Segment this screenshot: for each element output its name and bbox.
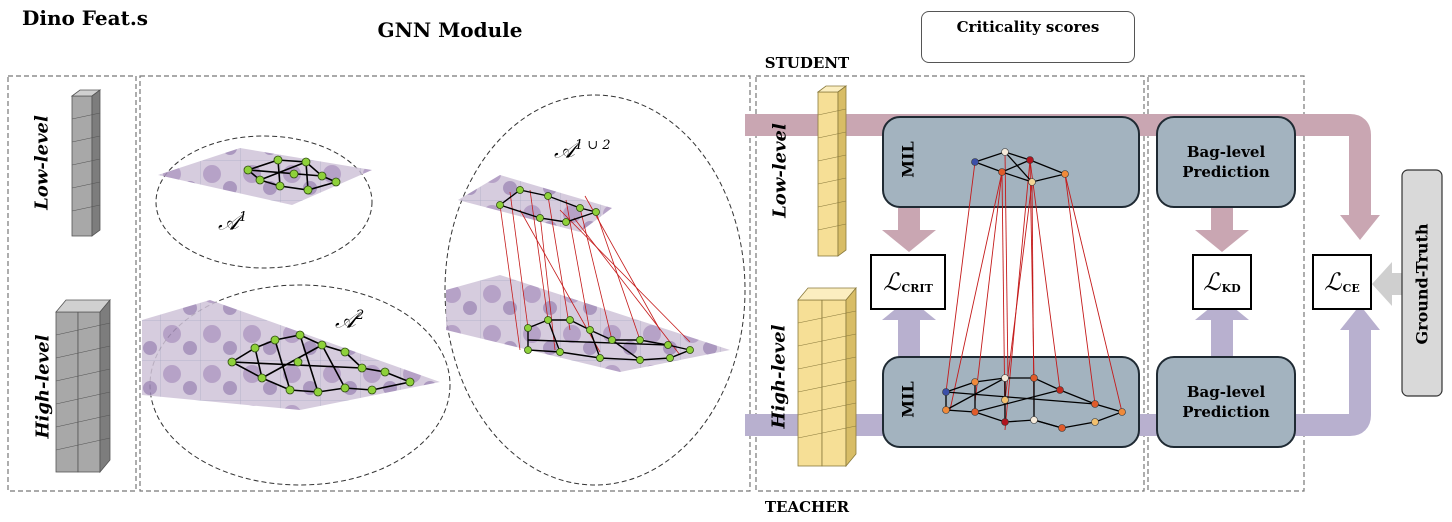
- mil-student-box: [882, 116, 1140, 208]
- student-flow-band: [745, 114, 1371, 215]
- bag-prediction-student-label: Bag-level Prediction: [1182, 143, 1270, 181]
- ground-truth-arrow: [1372, 262, 1392, 306]
- dino-low-level-label: Low-level: [31, 115, 53, 210]
- loss-ce-box: ℒ CE: [1312, 254, 1372, 310]
- student-header: STUDENT: [764, 54, 850, 72]
- student-to-ce-arrow: [1340, 215, 1380, 240]
- gnn-panel: [139, 75, 751, 492]
- prediction-panel: [1147, 75, 1305, 492]
- teacher-high-level-label: High-level: [768, 324, 790, 429]
- criticality-legend: Criticality scores: [921, 11, 1135, 63]
- low-level-cube-stack: [70, 89, 102, 237]
- dino-high-level-label: High-level: [32, 334, 54, 439]
- a1-ellipse: [155, 135, 373, 269]
- student-feature-column: [816, 85, 848, 257]
- bag-prediction-teacher-label: Bag-level Prediction: [1182, 383, 1270, 421]
- a12-graph: [446, 175, 730, 372]
- gnn-header: GNN Module: [377, 18, 523, 42]
- a12-ellipse: [444, 94, 746, 486]
- kd-down-arrow: [1195, 230, 1249, 252]
- teacher-flow-band: [745, 330, 1371, 436]
- a1-label: 𝒜1: [218, 210, 248, 236]
- mil-teacher-label: MIL: [898, 381, 918, 418]
- ground-truth-box: [1401, 169, 1443, 397]
- dino-header: Dino Feat.s: [22, 6, 149, 30]
- mil-panel: [755, 75, 1145, 492]
- high-level-cube-stack: [55, 298, 111, 474]
- teacher-to-ce-arrow: [1340, 305, 1380, 330]
- teacher-feature-column: [797, 286, 857, 468]
- a12-label: 𝒜1 ∪ 2: [554, 138, 611, 164]
- loss-kd-box: ℒ KD: [1192, 254, 1252, 310]
- teacher-header: TEACHER: [764, 498, 850, 516]
- a2-graph: [142, 300, 440, 410]
- loss-crit-box: ℒ CRIT: [870, 254, 946, 310]
- a2-label: 𝒜2: [335, 308, 365, 334]
- bag-prediction-teacher-box: [1156, 356, 1296, 448]
- mil-student-label: MIL: [898, 141, 918, 178]
- ground-truth-label: Ground-Truth: [1412, 223, 1432, 345]
- a1-graph: [158, 148, 372, 205]
- criticality-legend-title: Criticality scores: [956, 18, 1100, 36]
- dino-panel: [7, 75, 137, 492]
- bag-prediction-student-box: [1156, 116, 1296, 208]
- crit-down-arrow: [882, 230, 936, 252]
- student-low-level-label: Low-level: [769, 123, 791, 218]
